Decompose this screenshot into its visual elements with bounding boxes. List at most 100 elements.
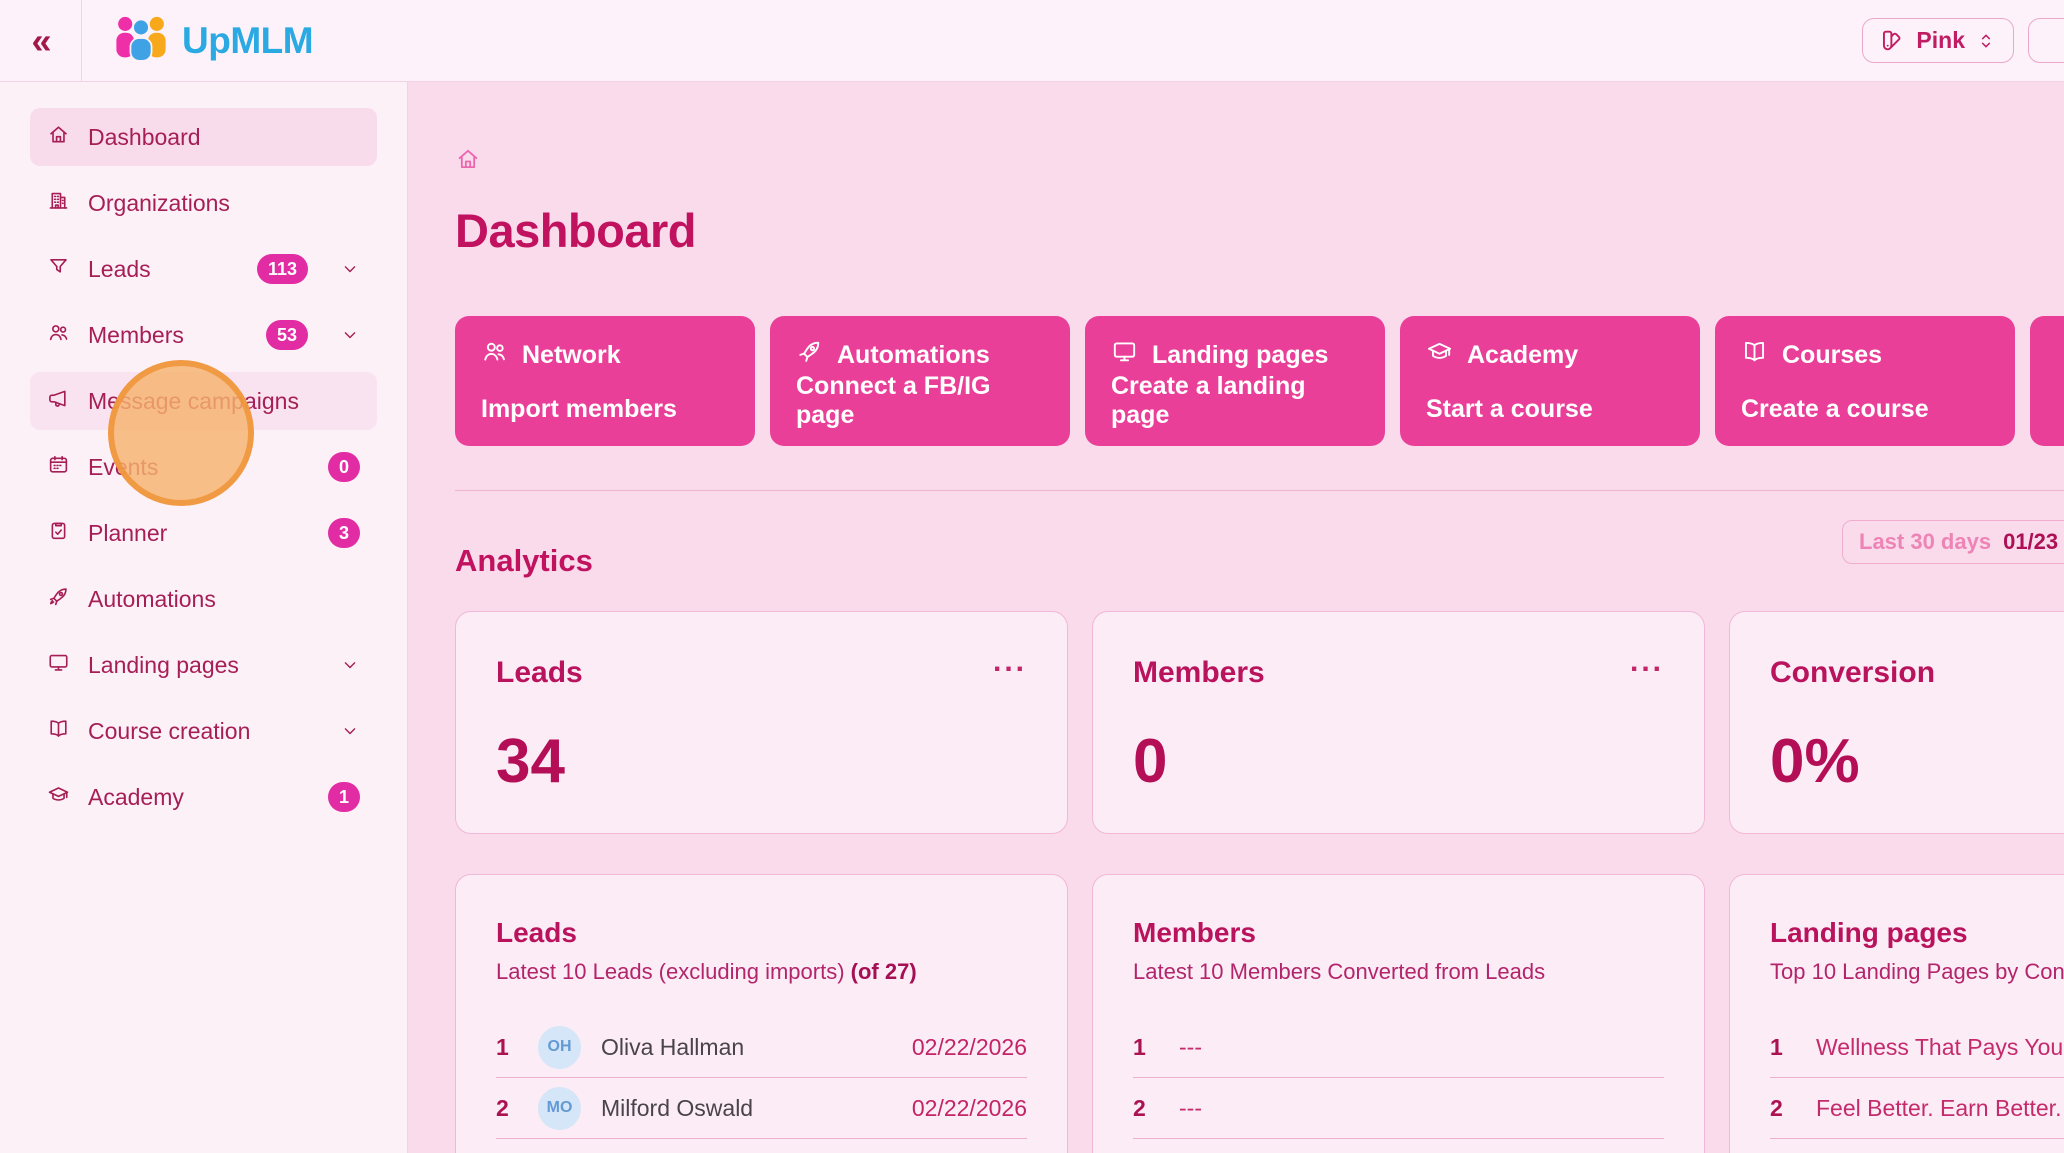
sidebar-item-planner[interactable]: Planner 3: [30, 504, 377, 562]
topbar: « UpMLM Pink: [0, 0, 2064, 82]
breadcrumb-home-icon[interactable]: [455, 146, 481, 172]
list-card-title: Leads: [496, 917, 1027, 949]
list-card-title: Landing pages: [1770, 917, 2064, 949]
date-range-label: Last 30 days: [1859, 529, 1991, 555]
theme-selector-label: Pink: [1916, 27, 1965, 54]
count-badge: 113: [257, 254, 308, 284]
quick-action-subtitle: Start a course: [1426, 395, 1674, 424]
sidebar-item-academy[interactable]: Academy 1: [30, 768, 377, 826]
sidebar-item-label: Leads: [88, 256, 151, 283]
updown-chevron-icon: [1975, 30, 1997, 52]
lead-rows: 1 OH Oliva Hallman 02/22/2026 2 MO Milfo…: [496, 1017, 1027, 1139]
sidebar-collapse-button[interactable]: «: [0, 0, 82, 82]
upmlm-logo-icon: [112, 12, 170, 69]
clipboard-check-icon: [47, 519, 70, 548]
member-name: ---: [1179, 1095, 1202, 1122]
stat-card-members: Members ... 0: [1092, 611, 1705, 834]
count-badge: 3: [328, 518, 360, 548]
monitor-icon: [1111, 338, 1138, 372]
section-divider: [455, 490, 2064, 491]
funnel-icon: [47, 255, 70, 284]
quick-action-title: Network: [522, 341, 621, 370]
quick-action-title: Academy: [1467, 341, 1578, 370]
rocket-icon: [47, 585, 70, 614]
chevron-down-icon[interactable]: [340, 655, 360, 675]
sidebar-item-label: Dashboard: [88, 124, 201, 151]
list-card-title: Members: [1133, 917, 1664, 949]
table-row[interactable]: 1 Wellness That Pays You Back: [1770, 1017, 2064, 1078]
calendar-icon: [47, 453, 70, 482]
row-index: 2: [1133, 1095, 1163, 1122]
row-index: 1: [496, 1034, 526, 1061]
graduation-cap-icon: [47, 783, 70, 812]
sidebar-item-organizations[interactable]: Organizations: [30, 174, 377, 232]
topbar-actions: Pink: [1862, 18, 2064, 63]
sidebar-item-label: Automations: [88, 586, 216, 613]
lead-name: Oliva Hallman: [601, 1034, 744, 1061]
ellipsis-menu-icon[interactable]: ...: [993, 656, 1027, 668]
table-row[interactable]: 2 ---: [1133, 1078, 1664, 1139]
theme-selector[interactable]: Pink: [1862, 18, 2014, 63]
row-index: 2: [1770, 1095, 1800, 1122]
date-range-filter[interactable]: Last 30 days 01/23: [1842, 520, 2064, 564]
book-icon: [1741, 338, 1768, 372]
users-icon: [481, 338, 508, 372]
page-layout: Dashboard Organizations Leads 113 Member…: [0, 82, 2064, 1153]
chevron-down-icon[interactable]: [340, 325, 360, 345]
app-logo[interactable]: UpMLM: [112, 12, 313, 69]
list-card-subtitle: Latest 10 Members Converted from Leads: [1133, 959, 1664, 985]
sidebar-item-automations[interactable]: Automations: [30, 570, 377, 628]
sidebar-item-label: Academy: [88, 784, 184, 811]
list-card-members: Members Latest 10 Members Converted from…: [1092, 874, 1705, 1153]
row-index: 1: [1770, 1034, 1800, 1061]
quick-action-card-partial[interactable]: [2030, 316, 2064, 446]
sidebar-item-course-creation[interactable]: Course creation: [30, 702, 377, 760]
monitor-icon: [47, 651, 70, 680]
quick-action-academy[interactable]: Academy Start a course: [1400, 316, 1700, 446]
quick-action-subtitle: Import members: [481, 395, 729, 424]
sidebar: Dashboard Organizations Leads 113 Member…: [0, 82, 408, 1153]
table-row[interactable]: 1 ---: [1133, 1017, 1664, 1078]
sidebar-item-leads[interactable]: Leads 113: [30, 240, 377, 298]
chevron-down-icon[interactable]: [340, 721, 360, 741]
sidebar-item-label: Organizations: [88, 190, 230, 217]
sidebar-item-label: Landing pages: [88, 652, 239, 679]
list-card-subtitle: Latest 10 Leads (excluding imports) (of …: [496, 959, 1027, 985]
stat-cards-row: Leads ... 34 Members ... 0 Conversion 0%: [455, 611, 2064, 834]
sidebar-item-label: Members: [88, 322, 184, 349]
analytics-header: Analytics: [455, 543, 2064, 579]
quick-actions-row: Network Import members Automations Conne…: [455, 316, 2064, 446]
count-badge: 1: [328, 782, 360, 812]
stat-card-title: Members: [1133, 656, 1265, 690]
topbar-extra-button[interactable]: [2028, 18, 2064, 63]
list-cards-row: Leads Latest 10 Leads (excluding imports…: [455, 874, 2064, 1153]
date-range-value: 01/23: [2003, 529, 2058, 555]
quick-action-subtitle: Connect a FB/IG page: [796, 372, 1044, 430]
quick-action-automations[interactable]: Automations Connect a FB/IG page: [770, 316, 1070, 446]
chevron-down-icon[interactable]: [340, 259, 360, 279]
book-icon: [47, 717, 70, 746]
sidebar-item-members[interactable]: Members 53: [30, 306, 377, 364]
row-index: 1: [1133, 1034, 1163, 1061]
analytics-section-title: Analytics: [455, 543, 593, 579]
home-icon: [47, 123, 70, 152]
sidebar-item-message-campaigns[interactable]: Message campaigns: [30, 372, 377, 430]
ellipsis-menu-icon[interactable]: ...: [1630, 656, 1664, 668]
table-row[interactable]: 1 OH Oliva Hallman 02/22/2026: [496, 1017, 1027, 1078]
sidebar-item-landing-pages[interactable]: Landing pages: [30, 636, 377, 694]
table-row[interactable]: 2 MO Milford Oswald 02/22/2026: [496, 1078, 1027, 1139]
users-icon: [47, 321, 70, 350]
list-card-subtitle: Top 10 Landing Pages by Conversion: [1770, 959, 2064, 985]
quick-action-network[interactable]: Network Import members: [455, 316, 755, 446]
sidebar-item-dashboard[interactable]: Dashboard: [30, 108, 377, 166]
stat-card-value: 34: [496, 726, 1027, 797]
building-icon: [47, 189, 70, 218]
avatar: MO: [538, 1087, 581, 1130]
stat-card-conversion: Conversion 0%: [1729, 611, 2064, 834]
member-rows: 1 --- 2 ---: [1133, 1017, 1664, 1139]
sidebar-item-label: Course creation: [88, 718, 250, 745]
quick-action-landing-pages[interactable]: Landing pages Create a landing page: [1085, 316, 1385, 446]
quick-action-courses[interactable]: Courses Create a course: [1715, 316, 2015, 446]
table-row[interactable]: 2 Feel Better. Earn Better.: [1770, 1078, 2064, 1139]
sidebar-item-events[interactable]: Events 0: [30, 438, 377, 496]
